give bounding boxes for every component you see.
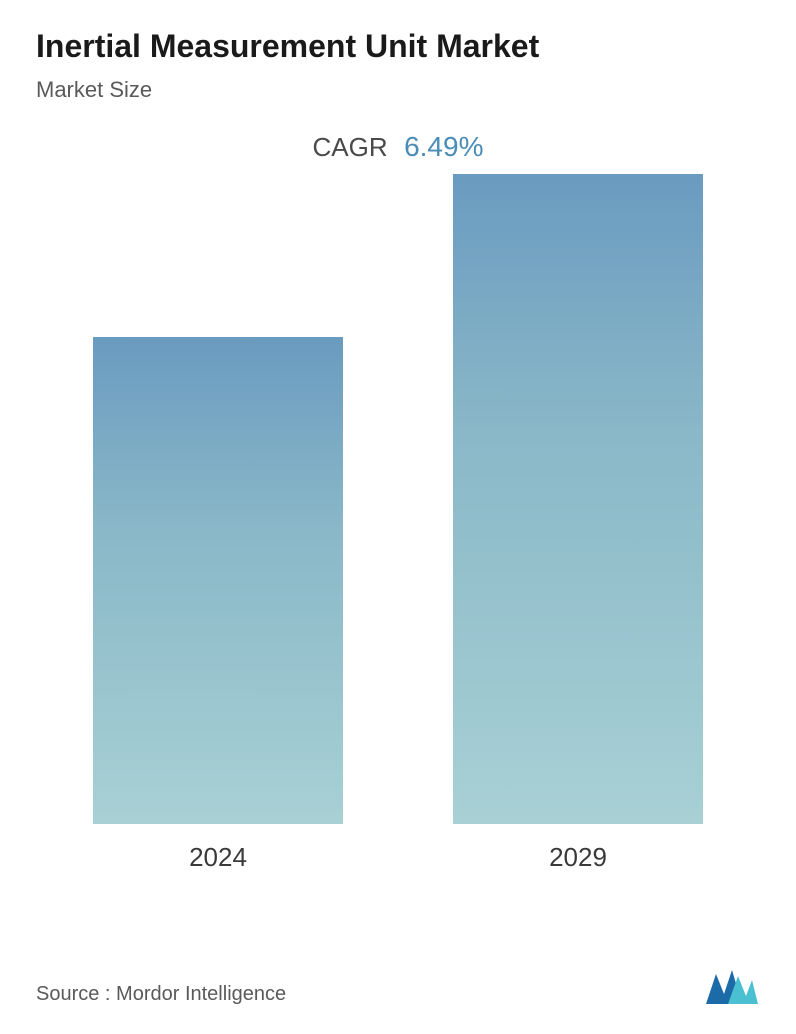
cagr-row: CAGR 6.49% xyxy=(36,131,760,163)
bar-wrap-0: 2024 xyxy=(93,337,343,873)
bar-0 xyxy=(93,337,343,824)
chart-title: Inertial Measurement Unit Market xyxy=(36,28,760,65)
bar-label-1: 2029 xyxy=(549,842,607,873)
bar-wrap-1: 2029 xyxy=(453,174,703,873)
footer: Source : Mordor Intelligence xyxy=(36,966,760,1006)
chart-subtitle: Market Size xyxy=(36,77,760,103)
cagr-value: 6.49% xyxy=(404,131,483,162)
bar-1 xyxy=(453,174,703,824)
mordor-logo-icon xyxy=(704,966,760,1006)
bar-label-0: 2024 xyxy=(189,842,247,873)
source-text: Source : Mordor Intelligence xyxy=(36,983,286,1006)
cagr-label: CAGR xyxy=(313,132,388,162)
bar-chart: 2024 2029 xyxy=(36,203,760,873)
